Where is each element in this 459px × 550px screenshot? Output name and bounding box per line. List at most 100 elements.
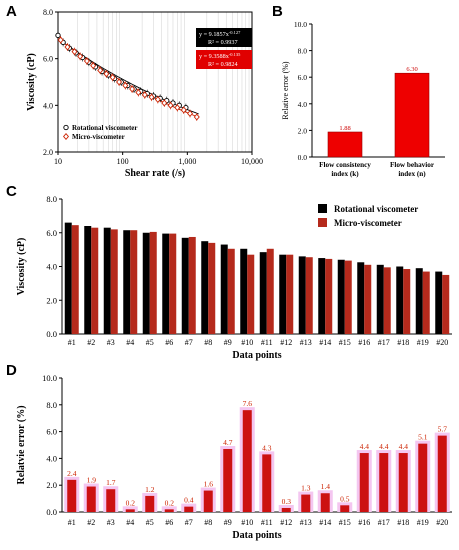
a-x-axis-label: Shear rate (/s) — [125, 168, 185, 179]
d-data-label: 7.6 — [243, 399, 253, 408]
a-data-point — [103, 70, 110, 78]
d-bar — [242, 410, 252, 512]
d-data-label: 0.2 — [165, 498, 175, 507]
c-bar-rotational — [103, 227, 111, 334]
c-x-tick-label: #12 — [280, 338, 292, 347]
a-equation-box — [196, 50, 252, 69]
a-y-tick-label: 2.0 — [43, 148, 53, 157]
c-bar-rotational — [298, 256, 306, 334]
a-data-point — [161, 99, 168, 107]
d-x-tick-label: #11 — [261, 518, 273, 527]
d-bar — [379, 453, 389, 512]
panel-b: B 0.0 2.0 4.0 6.0 8.0 10.0 Relative error (%) 1… — [272, 3, 445, 178]
d-x-tick-label: #6 — [165, 518, 173, 527]
d-x-tick-label: #13 — [300, 518, 312, 527]
d-data-label: 0.2 — [126, 498, 136, 507]
b-data-label: 1.88 — [339, 125, 350, 132]
c-bar-micro — [325, 258, 333, 334]
panel-c-plot: 0.0 2.0 4.0 6.0 8.0 Viscosity (cP) #1 #2 #3 #4 #5 #… — [16, 194, 452, 361]
a-equation-text: y = 9.1857x-0.127 — [199, 30, 241, 38]
c-x-tick-label: #17 — [378, 338, 390, 347]
d-data-label: 0.3 — [282, 497, 292, 506]
c-bar-rotational — [162, 233, 170, 334]
panel-d-plot: 0.0 2.0 4.0 6.0 8.0 10.0 Relatvie error (%) 2.4… — [16, 373, 452, 541]
panel-b-label: B — [272, 3, 283, 20]
d-bar — [125, 509, 135, 512]
c-x-tick-label: #4 — [126, 338, 134, 347]
c-x-tick-label: #11 — [261, 338, 273, 347]
c-legend-swatch — [318, 218, 327, 227]
d-data-label: 0.4 — [184, 496, 194, 505]
d-x-tick-label: #5 — [146, 518, 154, 527]
c-bar-micro — [383, 267, 391, 334]
c-legend-label: Rotational viscometer — [334, 204, 418, 214]
d-data-label: 1.3 — [301, 484, 311, 493]
c-x-tick-label: #1 — [68, 338, 76, 347]
a-legend-label: Micro-viscometer — [72, 133, 125, 141]
panel-c-label: C — [6, 183, 17, 200]
d-bar — [223, 449, 233, 512]
c-bar-micro — [344, 260, 352, 334]
a-data-point — [64, 43, 71, 51]
a-data-point — [55, 32, 61, 38]
b-y-tick-label: 8.0 — [298, 47, 308, 56]
c-bar-rotational — [142, 232, 150, 334]
c-bar-micro — [364, 264, 372, 334]
d-x-tick-label: #10 — [241, 518, 253, 527]
c-bar-rotational — [435, 271, 443, 334]
d-data-label: 1.7 — [106, 478, 116, 487]
c-x-tick-label: #20 — [436, 338, 448, 347]
d-bar — [340, 505, 350, 512]
c-bar-micro — [130, 230, 138, 334]
d-x-tick-label: #4 — [126, 518, 134, 527]
c-bar-micro — [305, 257, 313, 334]
a-data-point — [141, 91, 148, 99]
panel-d: D 0.0 2.0 4.0 6.0 8.0 10.0 Relatvie error (%) 2… — [6, 362, 452, 541]
panel-a-label: A — [6, 3, 17, 20]
c-legend-swatch — [318, 204, 327, 213]
c-x-tick-label: #13 — [300, 338, 312, 347]
a-data-point — [122, 82, 129, 89]
c-bar-rotational — [357, 262, 365, 334]
c-bar-micro — [71, 225, 79, 334]
a-r2-text: R² = 0.9937 — [208, 39, 238, 46]
c-bar-rotational — [181, 237, 189, 334]
a-data-point — [148, 93, 155, 101]
a-data-point — [187, 110, 194, 117]
c-bar-rotational — [201, 241, 209, 334]
panel-c: C 0.0 2.0 4.0 6.0 8.0 Viscosity (cP) #1 #2 #3 #4 #… — [6, 183, 452, 361]
a-data-point — [193, 113, 200, 121]
c-x-tick-label: #15 — [339, 338, 351, 347]
d-y-tick-label: 0.0 — [46, 507, 57, 517]
d-bar — [398, 453, 408, 512]
d-x-tick-label: #1 — [68, 518, 76, 527]
c-x-tick-label: #16 — [358, 338, 370, 347]
c-bar-rotational — [337, 259, 345, 334]
d-data-label: 4.4 — [399, 442, 409, 451]
c-bar-micro — [266, 248, 274, 334]
d-y-tick-label: 6.0 — [46, 427, 57, 437]
a-x-tick-label: 10 — [54, 157, 62, 166]
c-x-tick-label: #5 — [146, 338, 154, 347]
c-bar-rotational — [415, 268, 423, 334]
a-data-point — [174, 104, 181, 112]
b-y-tick-label: 2.0 — [298, 126, 308, 135]
b-category-label: index (k) — [331, 170, 359, 178]
a-legend-marker — [63, 124, 69, 131]
b-y-tick-label: 0.0 — [298, 153, 308, 162]
d-data-label: 5.1 — [418, 433, 428, 442]
a-legend-label: Rotational viscometer — [72, 124, 138, 132]
c-legend-label: Micro-viscometer — [334, 218, 402, 228]
c-x-tick-label: #8 — [204, 338, 212, 347]
d-bar — [437, 435, 447, 512]
c-bar-rotational — [376, 264, 384, 334]
d-x-tick-label: #19 — [417, 518, 429, 527]
d-bar — [359, 453, 369, 512]
b-y-tick-label: 10.0 — [294, 20, 307, 29]
d-bar-highlight — [161, 506, 177, 512]
d-data-label: 5.7 — [438, 425, 448, 434]
c-bar-micro — [208, 242, 216, 334]
d-bar — [106, 489, 116, 512]
c-bar-micro — [422, 271, 430, 334]
c-x-tick-label: #9 — [224, 338, 232, 347]
